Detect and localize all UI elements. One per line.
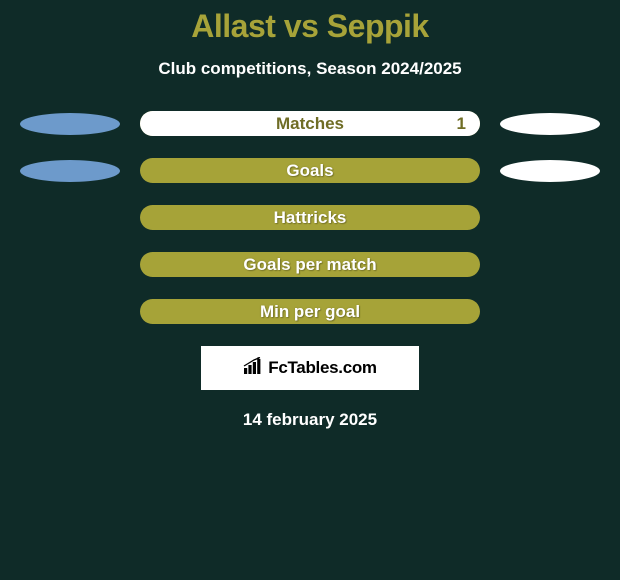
page-subtitle: Club competitions, Season 2024/2025 (0, 59, 620, 79)
stat-bar: Goals (140, 158, 480, 183)
stat-row: Hattricks (0, 205, 620, 230)
stat-value-right: 1 (457, 114, 466, 134)
stat-row: Goals per match (0, 252, 620, 277)
infographic-date: 14 february 2025 (0, 410, 620, 430)
stat-row: Min per goal (0, 299, 620, 324)
stat-label: Min per goal (260, 302, 360, 322)
stat-bar: Matches 1 (140, 111, 480, 136)
stat-bar: Hattricks (140, 205, 480, 230)
left-player-marker (20, 160, 120, 182)
stat-bar: Min per goal (140, 299, 480, 324)
left-player-marker (20, 113, 120, 135)
right-player-marker (500, 113, 600, 135)
stat-label: Goals per match (243, 255, 376, 275)
stat-label: Goals (286, 161, 333, 181)
stat-row: Matches 1 (0, 111, 620, 136)
right-player-marker (500, 160, 600, 182)
infographic-container: Allast vs Seppik Club competitions, Seas… (0, 0, 620, 580)
stat-label: Matches (276, 114, 344, 134)
stat-bar: Goals per match (140, 252, 480, 277)
stats-chart: Matches 1 Goals Hattricks Goals per match Min… (0, 111, 620, 324)
stat-label: Hattricks (274, 208, 347, 228)
stat-row: Goals (0, 158, 620, 183)
page-title: Allast vs Seppik (0, 8, 620, 45)
brand-text: FcTables.com (268, 358, 377, 378)
bar-chart-icon (243, 357, 265, 380)
brand-badge[interactable]: FcTables.com (201, 346, 419, 390)
